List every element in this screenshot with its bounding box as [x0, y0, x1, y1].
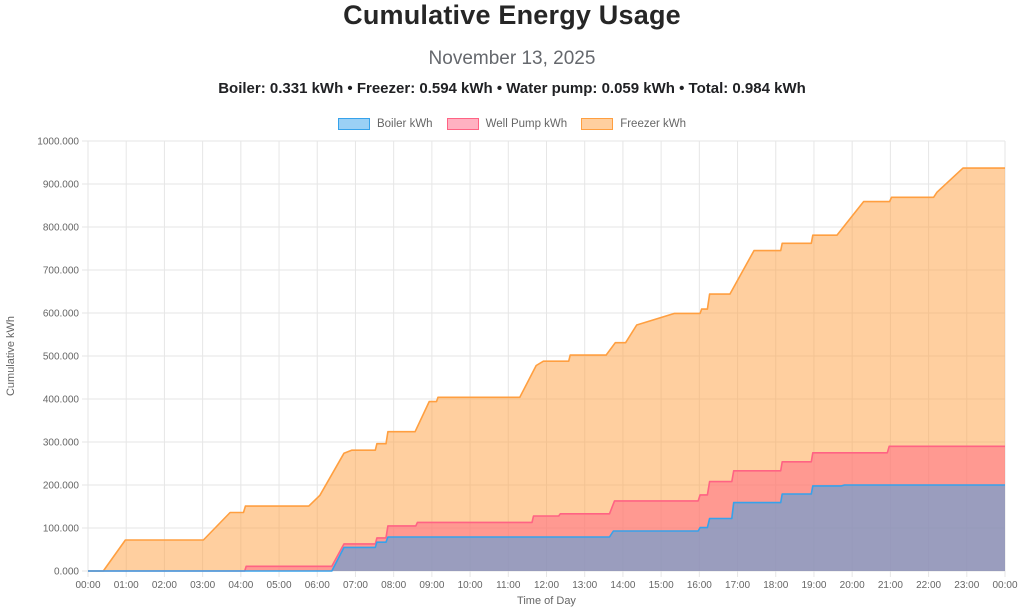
x-tick-label: 10:00 [458, 580, 483, 591]
x-tick-label: 05:00 [267, 580, 292, 591]
x-tick-label: 13:00 [572, 580, 597, 591]
x-tick-label: 19:00 [801, 580, 826, 591]
x-tick-label: 20:00 [840, 580, 865, 591]
x-tick-label: 17:00 [725, 580, 750, 591]
y-tick-label: 300.000 [43, 438, 80, 449]
y-tick-label: 800.000 [43, 223, 80, 234]
x-tick-label: 02:00 [152, 580, 177, 591]
x-tick-label: 01:00 [114, 580, 139, 591]
x-tick-label: 09:00 [419, 580, 444, 591]
line-well-pump-kwh [88, 445, 1005, 572]
legend-item-well-pump[interactable]: Well Pump kWh [446, 118, 568, 130]
y-tick-label: 400.000 [43, 395, 80, 406]
legend-label: Boiler kWh [376, 118, 433, 130]
x-tick-label: 14:00 [610, 580, 635, 591]
legend-label: Well Pump kWh [485, 118, 568, 130]
x-tick-label: 15:00 [649, 580, 674, 591]
well-pump-swatch-icon [446, 118, 479, 130]
line-boiler-kwh [88, 484, 1005, 572]
freezer-swatch-icon [581, 118, 614, 130]
page-title: Cumulative Energy Usage [343, 0, 681, 30]
axis-tick-labels: 00:00 01:00 02:00 03:00 04:00 05:00 06:00 07:00… [37, 137, 1018, 592]
y-tick-label: 700.000 [43, 266, 80, 277]
y-tick-label: 600.000 [43, 309, 80, 320]
date-subtitle: November 13, 2025 [428, 48, 596, 69]
y-tick-label: 0.000 [54, 567, 79, 578]
x-tick-label: 07:00 [343, 580, 368, 591]
y-tick-label: 500.000 [43, 352, 80, 363]
x-tick-label: 22:00 [916, 580, 941, 591]
x-tick-label: 12:00 [534, 580, 559, 591]
y-axis-title: Cumulative kWh [5, 316, 17, 396]
x-tick-label: 00:00 [992, 580, 1017, 591]
stats-line: Boiler: 0.331 kWh • Freezer: 0.594 kWh •… [218, 80, 806, 97]
x-tick-label: 18:00 [763, 580, 788, 591]
boiler-swatch-icon [337, 118, 370, 130]
x-axis-title: Time of Day [517, 595, 576, 607]
x-tick-label: 11:00 [496, 580, 521, 591]
line-freezer-kwh [88, 167, 1005, 572]
x-tick-label: 00:00 [75, 580, 100, 591]
y-tick-label: 1000.000 [37, 137, 79, 148]
legend-item-freezer[interactable]: Freezer kWh [581, 118, 686, 130]
x-tick-label: 06:00 [305, 580, 330, 591]
y-tick-label: 200.000 [43, 481, 80, 492]
x-tick-label: 16:00 [687, 580, 712, 591]
x-tick-label: 03:00 [190, 580, 215, 591]
chart-legend: Boiler kWh Well Pump kWh Freezer kWh [0, 118, 1024, 130]
area-boiler-kwh [88, 485, 1005, 571]
x-tick-label: 23:00 [954, 580, 979, 591]
series-areas [88, 167, 1005, 572]
y-tick-label: 900.000 [43, 180, 80, 191]
legend-label: Freezer kWh [620, 118, 687, 130]
x-tick-label: 21:00 [878, 580, 903, 591]
y-tick-label: 100.000 [43, 524, 80, 535]
x-tick-label: 04:00 [228, 580, 253, 591]
x-tick-label: 08:00 [381, 580, 406, 591]
legend-item-boiler[interactable]: Boiler kWh [337, 118, 433, 130]
